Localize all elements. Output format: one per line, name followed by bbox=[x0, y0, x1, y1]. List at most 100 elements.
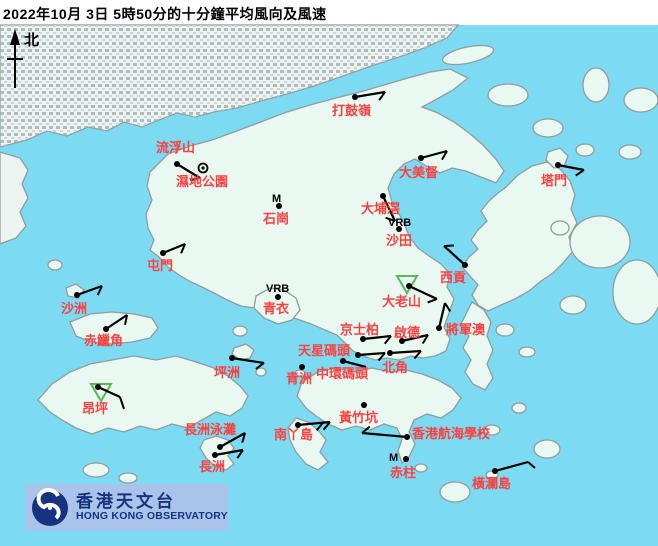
station-dot bbox=[380, 193, 386, 199]
island bbox=[582, 67, 610, 103]
station-sai-kung: 西貢 bbox=[440, 244, 468, 285]
station-dot bbox=[299, 364, 305, 370]
station-dot bbox=[361, 402, 367, 408]
island bbox=[487, 83, 529, 107]
wind-barb-staff bbox=[354, 90, 386, 99]
station-lau-fau-shan: 流浮山 bbox=[156, 140, 201, 182]
station-sha-chau: 沙洲 bbox=[61, 284, 103, 316]
station-cheung-chau-beach: 長洲泳灘 bbox=[184, 422, 246, 450]
station-label-wetland-park: 濕地公園 bbox=[176, 174, 228, 189]
station-label-shek-kong: 石崗 bbox=[262, 211, 289, 226]
wind-barb-feather bbox=[427, 298, 438, 304]
island-airport bbox=[69, 311, 159, 345]
station-hk-sea-school: 香港航海學校 bbox=[361, 425, 491, 441]
station-label-chek-lap-kok: 赤鱲角 bbox=[84, 333, 123, 348]
station-dot bbox=[229, 355, 235, 361]
station-dot bbox=[275, 294, 281, 300]
wind-barb-staff bbox=[362, 334, 392, 341]
station-ta-kwu-ling: 打鼓嶺 bbox=[332, 90, 386, 118]
island-peng-chau bbox=[231, 343, 255, 361]
station-tuen-mun: 屯門 bbox=[147, 242, 186, 273]
station-dot bbox=[436, 325, 442, 331]
station-ngong-ping: 昂坪 bbox=[82, 383, 125, 416]
island bbox=[483, 424, 501, 436]
hko-logo: 香港天文台 HONG KONG OBSERVATORY bbox=[25, 484, 228, 531]
hko-logo-english: HONG KONG OBSERVATORY bbox=[76, 509, 228, 522]
island bbox=[47, 259, 63, 271]
wind-barb-staff bbox=[420, 149, 448, 160]
station-dot bbox=[360, 336, 366, 342]
station-label-kings-park: 京士柏 bbox=[340, 322, 379, 337]
north-arrow: 北 bbox=[7, 29, 39, 88]
station-label-lamma-island: 南丫島 bbox=[274, 427, 313, 442]
station-label-tap-mun: 塔門 bbox=[541, 173, 567, 188]
wind-barb-feather bbox=[444, 302, 452, 313]
station-stanley: M赤柱 bbox=[389, 452, 416, 480]
island bbox=[255, 367, 267, 377]
wind-barb-feather bbox=[241, 432, 246, 443]
wind-flag-sha-tin: VRB bbox=[388, 217, 411, 229]
wind-vane-triangle bbox=[89, 383, 113, 403]
wind-barb-staff bbox=[437, 302, 447, 329]
island bbox=[559, 295, 587, 315]
station-dot bbox=[74, 292, 80, 298]
island-green-island bbox=[294, 369, 306, 377]
station-dot bbox=[174, 161, 180, 167]
wind-barb-staff bbox=[408, 285, 438, 300]
wind-barb-feather bbox=[441, 150, 448, 161]
station-dot bbox=[103, 326, 109, 332]
island bbox=[511, 402, 527, 414]
station-label-ta-kwu-ling: 打鼓嶺 bbox=[332, 103, 371, 118]
island-po-toi bbox=[533, 439, 561, 459]
station-cheung-chau: 長洲 bbox=[199, 448, 244, 474]
wind-barb-feather bbox=[377, 352, 386, 362]
land-clear-water-bay bbox=[460, 301, 494, 391]
land-new-territories bbox=[145, 68, 505, 361]
wind-barb-staff bbox=[176, 163, 201, 179]
wind-barb-feather bbox=[180, 243, 186, 254]
station-label-wong-chuk-hang: 黃竹坑 bbox=[338, 410, 378, 425]
station-label-hk-sea-school: 香港航海學校 bbox=[411, 426, 491, 441]
wind-barb-feather bbox=[527, 461, 536, 469]
wind-vane-triangle bbox=[395, 275, 419, 295]
station-tap-mun: 塔門 bbox=[541, 162, 585, 188]
station-wong-chuk-hang: 黃竹坑 bbox=[338, 402, 378, 425]
station-label-tates-cairn: 大老山 bbox=[382, 294, 421, 309]
station-peng-chau: 坪洲 bbox=[214, 355, 265, 380]
wind-barb-staff bbox=[76, 284, 103, 297]
station-label-waglan-island: 橫瀾島 bbox=[472, 476, 511, 491]
station-label-lau-fau-shan: 流浮山 bbox=[156, 140, 195, 155]
wind-barb-staff bbox=[162, 242, 186, 255]
wind-barb-feather bbox=[361, 425, 371, 434]
map-title: 2022年10月 3日 5時50分的十分鐘平均風向及風速 bbox=[3, 6, 327, 22]
wind-barb-feather bbox=[378, 91, 386, 101]
station-label-star-ferry-pier: 天星碼頭 bbox=[298, 343, 351, 358]
station-waglan-island: 橫瀾島 bbox=[472, 460, 536, 491]
island-soko bbox=[82, 462, 110, 478]
wind-barb-feather bbox=[190, 177, 201, 182]
station-dot bbox=[340, 358, 346, 364]
station-dot bbox=[418, 155, 424, 161]
island bbox=[439, 481, 471, 503]
wind-barb-staff bbox=[357, 351, 386, 357]
island bbox=[414, 463, 428, 473]
station-shek-kong: M 石崗 bbox=[262, 193, 289, 226]
island-tsing-yi bbox=[253, 287, 301, 325]
station-dot bbox=[276, 203, 282, 209]
wind-barb-feather bbox=[124, 314, 128, 326]
station-label-sha-tin: 沙田 bbox=[386, 233, 412, 248]
wind-barb-feather bbox=[119, 396, 125, 410]
station-dot bbox=[355, 352, 361, 358]
wind-barb-feather bbox=[421, 334, 429, 345]
stations-layer: 流浮山濕地公園打鼓嶺大美督塔門大埔滘VRB沙田M石崗西貢大老山屯門沙洲赤鱲角VR… bbox=[61, 90, 585, 491]
station-dot bbox=[295, 422, 301, 428]
station-dot bbox=[462, 262, 468, 268]
island bbox=[118, 472, 138, 484]
station-label-north-point: 北角 bbox=[382, 360, 408, 375]
wind-barb-feather bbox=[413, 350, 422, 360]
station-tsing-yi: VRB 青衣 bbox=[263, 283, 289, 316]
island bbox=[569, 215, 631, 269]
wind-barb-staff bbox=[105, 314, 128, 330]
